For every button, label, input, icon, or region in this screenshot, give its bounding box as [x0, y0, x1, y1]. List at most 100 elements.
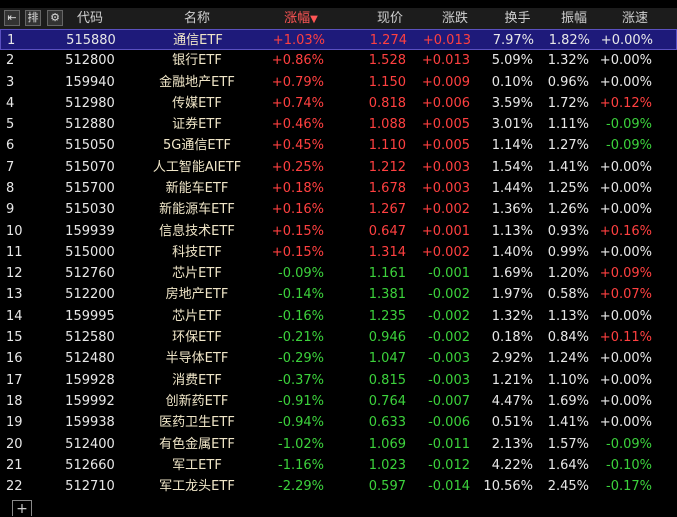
table-row[interactable]: 16 512480 半导体ETF -0.29% 1.047 -0.003 2.92% 1.24… [0, 348, 677, 369]
turnover: 1.21% [491, 372, 533, 388]
table-row[interactable]: 4 512980 传媒ETF +0.74% 0.818 +0.006 3.59% 1.72% +… [0, 93, 677, 114]
turnover: 1.32% [491, 308, 533, 324]
row-index: 8 [6, 181, 15, 197]
amplitude: 1.57% [547, 436, 589, 452]
price: 1.023 [368, 457, 406, 473]
amplitude: 1.41% [547, 159, 589, 175]
name: 军工龙头ETF [159, 479, 235, 495]
add-button[interactable]: + [12, 500, 32, 517]
change-pct: +0.15% [271, 244, 324, 260]
price: 1.528 [368, 53, 406, 69]
name: 科技ETF [172, 244, 222, 260]
change: +0.001 [421, 223, 470, 239]
column-header[interactable]: 涨速 [621, 11, 648, 26]
speed: +0.00% [599, 372, 652, 388]
turnover: 1.54% [491, 159, 533, 175]
column-header[interactable]: 代码 [76, 11, 103, 26]
change-pct: -0.29% [278, 351, 324, 367]
row-index: 20 [6, 436, 23, 452]
turnover: 1.97% [491, 287, 533, 303]
speed: +0.00% [599, 159, 652, 175]
change: -0.007 [428, 393, 470, 409]
table-row[interactable]: 9 515030 新能源车ETF +0.16% 1.267 +0.002 1.36% 1.26… [0, 199, 677, 220]
column-header[interactable]: 振幅 [560, 11, 587, 26]
amplitude: 1.32% [547, 53, 589, 69]
column-header[interactable]: 现价 [376, 11, 403, 26]
change-pct: +0.15% [271, 223, 324, 239]
amplitude: 0.84% [547, 330, 589, 346]
speed: +0.00% [599, 244, 652, 260]
price: 1.267 [368, 202, 406, 218]
settings-button[interactable]: ⚙ [47, 10, 63, 26]
name: 消费ETF [172, 372, 222, 388]
change: -0.011 [428, 436, 470, 452]
row-index: 1 [7, 33, 16, 48]
table-row[interactable]: 17 159928 消费ETF -0.37% 0.815 -0.003 1.21% 1.10%… [0, 370, 677, 391]
table-row[interactable]: 22 512710 军工龙头ETF -2.29% 0.597 -0.014 10.56% 2.… [0, 476, 677, 497]
code: 159940 [65, 74, 115, 90]
speed: +0.00% [599, 351, 652, 367]
change-pct: +0.45% [271, 138, 324, 154]
price: 1.110 [368, 138, 406, 154]
name: 芯片ETF [172, 266, 222, 282]
change-pct: +0.79% [271, 74, 324, 90]
table-row[interactable]: 20 512400 有色金属ETF -1.02% 1.069 -0.011 2.13% 1.5… [0, 434, 677, 455]
amplitude: 0.99% [547, 244, 589, 260]
table-row[interactable]: 5 512880 证券ETF +0.46% 1.088 +0.005 3.01% 1.11% -… [0, 114, 677, 135]
code: 512400 [65, 436, 115, 452]
change: -0.003 [428, 372, 470, 388]
table-row[interactable]: 8 515700 新能车ETF +0.18% 1.678 +0.003 1.44% 1.25%… [0, 178, 677, 199]
code: 512200 [65, 287, 115, 303]
turnover: 1.44% [491, 181, 533, 197]
change: -0.002 [428, 308, 470, 324]
change-pct: -0.09% [278, 266, 324, 282]
column-header[interactable]: 换手 [504, 11, 531, 26]
change-pct: +0.86% [271, 53, 324, 69]
column-header[interactable]: 涨幅▼ [284, 11, 318, 26]
table-row[interactable]: 6 515050 5G通信ETF +0.45% 1.110 +0.005 1.14% 1.27… [0, 135, 677, 156]
change: -0.002 [428, 330, 470, 346]
table-row[interactable]: 11 515000 科技ETF +0.15% 1.314 +0.002 1.40% 0.99%… [0, 242, 677, 263]
table-row[interactable]: 21 512660 军工ETF -1.16% 1.023 -0.012 4.22% 1.64%… [0, 455, 677, 476]
change-pct: +0.46% [271, 117, 324, 133]
table-row[interactable]: 14 159995 芯片ETF -0.16% 1.235 -0.002 1.32% 1.13%… [0, 306, 677, 327]
speed: +0.11% [599, 330, 652, 346]
table-row[interactable]: 15 512580 环保ETF -0.21% 0.946 -0.002 0.18% 0.84%… [0, 327, 677, 348]
table-row[interactable]: 13 512200 房地产ETF -0.14% 1.381 -0.002 1.97% 0.58… [0, 284, 677, 305]
row-index: 14 [6, 308, 23, 324]
table-row[interactable]: 10 159939 信息技术ETF +0.15% 0.647 +0.001 1.13% 0.9… [0, 221, 677, 242]
price: 1.314 [368, 244, 406, 260]
price: 1.088 [368, 117, 406, 133]
code: 159995 [65, 308, 115, 324]
price: 1.274 [369, 33, 407, 48]
column-header[interactable]: 涨跌 [441, 11, 468, 26]
code: 512660 [65, 457, 115, 473]
row-index: 4 [6, 95, 15, 111]
speed: +0.00% [599, 393, 652, 409]
speed: +0.07% [599, 287, 652, 303]
table-row[interactable]: 18 159992 创新药ETF -0.91% 0.764 -0.007 4.47% 1.69… [0, 391, 677, 412]
price: 1.069 [368, 436, 406, 452]
change-pct: -1.02% [278, 436, 324, 452]
table-row[interactable]: 2 512800 银行ETF +0.86% 1.528 +0.013 5.09% 1.32% +… [0, 50, 677, 71]
nav-button[interactable]: ⇤ [4, 10, 20, 26]
change-pct: +0.74% [271, 95, 324, 111]
table-row[interactable]: 3 159940 金融地产ETF +0.79% 1.150 +0.009 0.10% 0.96… [0, 72, 677, 93]
sort-button[interactable]: 排 [25, 10, 41, 26]
code: 512480 [65, 351, 115, 367]
amplitude: 1.25% [547, 181, 589, 197]
name: 信息技术ETF [159, 223, 235, 239]
table-row[interactable]: 12 512760 芯片ETF -0.09% 1.161 -0.001 1.69% 1.20%… [0, 263, 677, 284]
code: 512980 [65, 95, 115, 111]
price: 0.647 [368, 223, 406, 239]
sort-arrow: ▼ [310, 14, 318, 25]
speed: +0.16% [599, 223, 652, 239]
change-pct: -1.16% [278, 457, 324, 473]
turnover: 2.13% [491, 436, 533, 452]
table-row[interactable]: 7 515070 人工智能AIETF +0.25% 1.212 +0.003 1.54% 1.… [0, 157, 677, 178]
table-row[interactable]: 19 159938 医药卫生ETF -0.94% 0.633 -0.006 0.51% 1.4… [0, 412, 677, 433]
column-header[interactable]: 名称 [183, 11, 210, 26]
table-row[interactable]: 1 515880 通信ETF +1.03% 1.274 +0.013 7.97% 1.82% +… [0, 29, 677, 50]
turnover: 10.56% [483, 479, 533, 495]
